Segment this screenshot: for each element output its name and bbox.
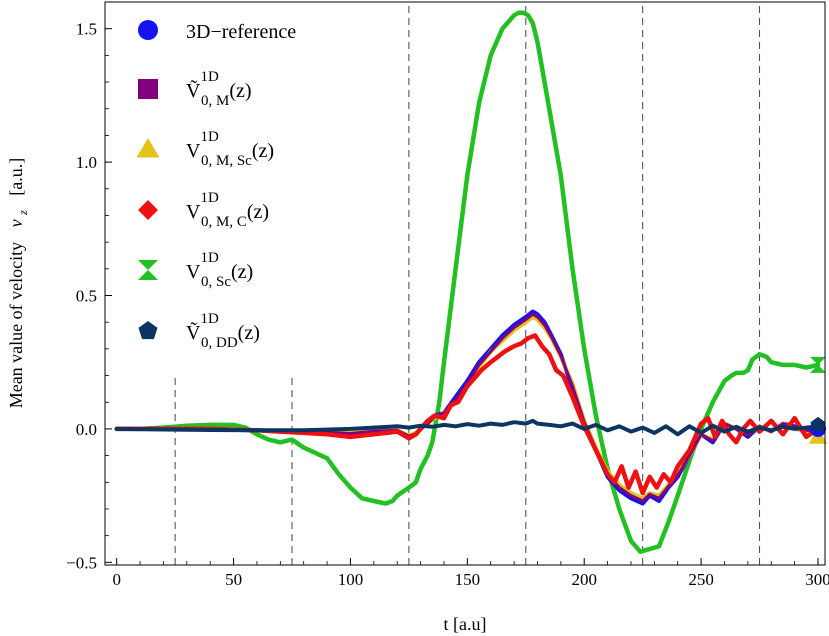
y-tick-label-2: 0.5 bbox=[76, 287, 97, 306]
legend-suffix-4: (z) bbox=[231, 261, 253, 283]
legend-sup-2: 1D bbox=[200, 129, 219, 145]
x-tick-label-4: 200 bbox=[571, 570, 597, 589]
y-axis-label-unit: [a.u.] bbox=[6, 158, 26, 196]
x-tick-label-6: 300 bbox=[805, 570, 829, 589]
legend-base-3: V bbox=[186, 201, 201, 223]
x-tick-label-1: 50 bbox=[225, 570, 242, 589]
legend-base-2: V bbox=[186, 140, 201, 162]
x-tick-label-0: 0 bbox=[112, 570, 121, 589]
x-axis-label: t [a.u] bbox=[444, 614, 487, 634]
legend-suffix-2: (z) bbox=[252, 140, 274, 162]
legend-entry-5: Ṽ1D 0, DD(z) bbox=[186, 311, 260, 351]
legend-sub-5: 0, DD bbox=[201, 335, 238, 351]
series-lines bbox=[114, 10, 821, 554]
plot-frame bbox=[104, 1, 826, 566]
legend-sub-2: 0, M, Sc bbox=[201, 153, 252, 169]
legend-entry-3: V1D 0, M, C(z) bbox=[186, 190, 269, 230]
end-marker-0 bbox=[809, 356, 826, 373]
y-tick-label-0: −0.5 bbox=[66, 553, 97, 572]
x-tick-label-3: 150 bbox=[455, 570, 481, 589]
y-axis-label: Mean value of velocity v z [a.u.] bbox=[6, 158, 31, 409]
legend-sup-5: 1D bbox=[200, 311, 219, 327]
legend-base-4: V bbox=[186, 261, 201, 283]
legend-sup-4: 1D bbox=[200, 250, 219, 266]
legend-suffix-3: (z) bbox=[247, 201, 269, 223]
legend-base-5: Ṽ bbox=[186, 320, 201, 344]
legend-entry-2: V1D 0, M, Sc(z) bbox=[186, 129, 274, 169]
legend-marker-3 bbox=[138, 200, 158, 220]
legend-entry-4: V1D 0, Sc(z) bbox=[186, 250, 253, 290]
y-tick-label-3: 1.0 bbox=[76, 153, 97, 172]
series-line-5 bbox=[114, 418, 820, 437]
series-line-4 bbox=[114, 333, 821, 496]
legend-base-1: Ṽ bbox=[186, 78, 201, 102]
legend-marker-2 bbox=[136, 138, 160, 158]
legend-sub-1: 0, M bbox=[201, 93, 229, 109]
legend-marker-0 bbox=[138, 20, 158, 40]
legend-marker-5 bbox=[138, 321, 158, 340]
legend-entry-0: 3D−reference bbox=[186, 21, 296, 43]
reference-lines bbox=[174, 2, 761, 565]
axis-ticks: 0 50 100 150 200 250 300 −0.5 0.0 0.5 1.0 1.5 bbox=[66, 20, 829, 589]
legend-base-0: 3D−reference bbox=[186, 21, 296, 43]
legend-suffix-1: (z) bbox=[229, 80, 251, 102]
legend-marker-1 bbox=[138, 79, 158, 99]
legend-sup-3: 1D bbox=[200, 190, 219, 206]
y-axis-label-subscript: z bbox=[16, 210, 30, 216]
legend-sup-1: 1D bbox=[200, 69, 219, 85]
end-markers bbox=[808, 356, 828, 444]
legend-sub-4: 0, Sc bbox=[201, 274, 231, 290]
legend-marker-4 bbox=[138, 260, 158, 280]
y-tick-label-1: 0.0 bbox=[76, 420, 97, 439]
y-axis-label-prefix: Mean value of velocity bbox=[6, 242, 26, 408]
end-marker-3 bbox=[810, 416, 826, 432]
series-line-0 bbox=[114, 10, 821, 554]
legend-sub-3: 0, M, C bbox=[201, 214, 247, 230]
x-tick-label-5: 250 bbox=[688, 570, 714, 589]
x-tick-label-2: 100 bbox=[338, 570, 364, 589]
y-tick-label-4: 1.5 bbox=[76, 20, 97, 39]
y-axis-label-symbol: v bbox=[6, 219, 26, 227]
legend-suffix-5: (z) bbox=[238, 322, 260, 344]
legend-entry-1: Ṽ1D 0, M(z) bbox=[186, 69, 252, 109]
